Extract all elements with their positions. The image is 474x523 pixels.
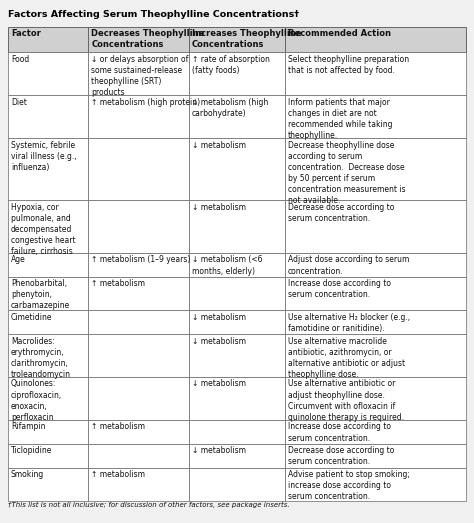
Text: Decrease dose according to
serum concentration.: Decrease dose according to serum concent… (288, 446, 394, 467)
Text: Hypoxia, cor
pulmonale, and
decompensated
congestive heart
failure, cirrhosis: Hypoxia, cor pulmonale, and decompensate… (11, 203, 76, 256)
Bar (189, 200, 285, 253)
Text: ↓ metabolism: ↓ metabolism (192, 446, 246, 456)
Bar (189, 468, 285, 501)
Text: ↓ metabolism: ↓ metabolism (192, 313, 246, 322)
Text: ↓ metabolism: ↓ metabolism (192, 141, 246, 150)
Text: ↑ metabolism: ↑ metabolism (91, 279, 145, 288)
Bar (88, 138, 189, 200)
Bar (189, 52, 285, 95)
Text: Recommended Action: Recommended Action (288, 29, 391, 38)
Bar (285, 277, 466, 310)
Text: Use alternative antibiotic or
adjust theophylline dose.
Circumvent with ofloxaci: Use alternative antibiotic or adjust the… (288, 380, 404, 422)
Bar (189, 420, 285, 444)
Bar (8, 138, 88, 200)
Text: Select theophylline preparation
that is not affected by food.: Select theophylline preparation that is … (288, 55, 409, 75)
Bar (8, 52, 88, 95)
Bar (189, 253, 285, 277)
Text: Smoking: Smoking (11, 470, 44, 479)
Bar (88, 420, 189, 444)
Text: Decreases Theophylline
Concentrations: Decreases Theophylline Concentrations (91, 29, 204, 49)
Text: Systemic, febrile
viral illness (e.g.,
influenza): Systemic, febrile viral illness (e.g., i… (11, 141, 77, 172)
Text: Quinolones:
ciprofloxacin,
enoxacin,
perfloxacin: Quinolones: ciprofloxacin, enoxacin, per… (11, 380, 62, 422)
Bar (189, 377, 285, 420)
Bar (88, 27, 189, 52)
Bar (88, 95, 189, 138)
Text: Phenobarbital,
phenytoin,
carbamazepine: Phenobarbital, phenytoin, carbamazepine (11, 279, 70, 311)
Bar (8, 200, 88, 253)
Bar (285, 310, 466, 334)
Bar (8, 334, 88, 377)
Bar (88, 468, 189, 501)
Text: ↓ metabolism: ↓ metabolism (192, 336, 246, 346)
Bar (189, 334, 285, 377)
Text: Food: Food (11, 55, 29, 64)
Text: Cimetidine: Cimetidine (11, 313, 53, 322)
Text: ↓ metabolism: ↓ metabolism (192, 203, 246, 212)
Text: Ticlopidine: Ticlopidine (11, 446, 52, 456)
Bar (285, 420, 466, 444)
Bar (8, 420, 88, 444)
Text: ↑ metabolism: ↑ metabolism (91, 470, 145, 479)
Bar (88, 277, 189, 310)
Text: Diet: Diet (11, 98, 27, 107)
Text: Factors Affecting Serum Theophylline Concentrations†: Factors Affecting Serum Theophylline Con… (8, 10, 299, 19)
Bar (8, 277, 88, 310)
Bar (285, 377, 466, 420)
Bar (88, 377, 189, 420)
Text: Advise patient to stop smoking;
increase dose according to
serum concentration.: Advise patient to stop smoking; increase… (288, 470, 410, 502)
Bar (8, 377, 88, 420)
Bar (88, 334, 189, 377)
Bar (88, 200, 189, 253)
Bar (189, 310, 285, 334)
Text: ↑ rate of absorption
(fatty foods): ↑ rate of absorption (fatty foods) (192, 55, 270, 75)
Text: Decrease theophylline dose
according to serum
concentration.  Decrease dose
by 5: Decrease theophylline dose according to … (288, 141, 406, 205)
Bar (88, 253, 189, 277)
Text: Decrease dose according to
serum concentration.: Decrease dose according to serum concent… (288, 203, 394, 223)
Text: Rifampin: Rifampin (11, 423, 46, 431)
Text: Use alternative H₂ blocker (e.g.,
famotidine or ranitidine).: Use alternative H₂ blocker (e.g., famoti… (288, 313, 410, 333)
Bar (8, 253, 88, 277)
Bar (285, 200, 466, 253)
Bar (285, 138, 466, 200)
Bar (8, 27, 88, 52)
Bar (285, 253, 466, 277)
Bar (189, 444, 285, 468)
Bar (285, 52, 466, 95)
Text: ↑ metabolism (1–9 years): ↑ metabolism (1–9 years) (91, 255, 191, 265)
Text: ↓ metabolism (high
carbohydrate): ↓ metabolism (high carbohydrate) (192, 98, 268, 118)
Bar (189, 138, 285, 200)
Bar (88, 444, 189, 468)
Text: Adjust dose according to serum
concentration.: Adjust dose according to serum concentra… (288, 255, 410, 276)
Bar (8, 310, 88, 334)
Bar (285, 468, 466, 501)
Bar (8, 444, 88, 468)
Bar (189, 27, 285, 52)
Text: ↓ or delays absorption of
some sustained-release
theophylline (SRT)
products: ↓ or delays absorption of some sustained… (91, 55, 189, 97)
Bar (88, 52, 189, 95)
Text: Use alternative macrolide
antibiotic, azithromycin, or
alternative antibiotic or: Use alternative macrolide antibiotic, az… (288, 336, 405, 379)
Bar (189, 277, 285, 310)
Text: Increase dose according to
serum concentration.: Increase dose according to serum concent… (288, 279, 391, 299)
Text: ↑ metabolism: ↑ metabolism (91, 423, 145, 431)
Bar (8, 468, 88, 501)
Text: Increases Theophylline
Concentrations: Increases Theophylline Concentrations (192, 29, 301, 49)
Text: †This list is not all inclusive; for discussion of other factors, see package in: †This list is not all inclusive; for dis… (8, 502, 290, 508)
Bar (285, 27, 466, 52)
Text: ↑ metabolism (high protein): ↑ metabolism (high protein) (91, 98, 201, 107)
Bar (285, 95, 466, 138)
Bar (88, 310, 189, 334)
Text: Age: Age (11, 255, 26, 265)
Text: Inform patients that major
changes in diet are not
recommended while taking
theo: Inform patients that major changes in di… (288, 98, 392, 140)
Text: ↓ metabolism: ↓ metabolism (192, 380, 246, 389)
Bar (8, 95, 88, 138)
Text: Macrolides:
erythromycin,
clarithromycin,
troleandomycin: Macrolides: erythromycin, clarithromycin… (11, 336, 71, 379)
Text: ↓ metabolism (<6
months, elderly): ↓ metabolism (<6 months, elderly) (192, 255, 263, 276)
Text: Increase dose according to
serum concentration.: Increase dose according to serum concent… (288, 423, 391, 442)
Bar (285, 444, 466, 468)
Bar (189, 95, 285, 138)
Bar (285, 334, 466, 377)
Text: Factor: Factor (11, 29, 41, 38)
